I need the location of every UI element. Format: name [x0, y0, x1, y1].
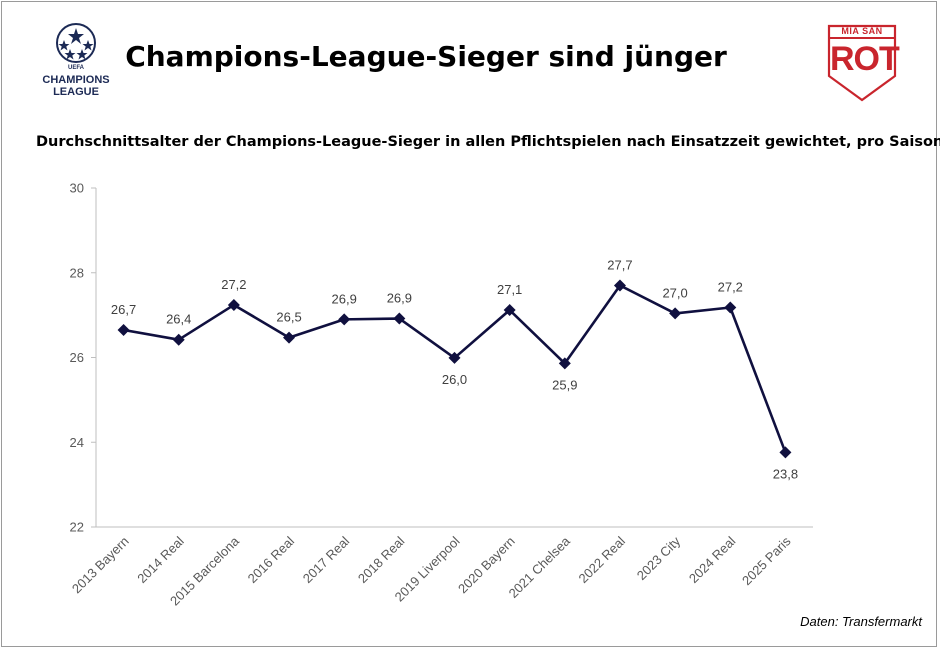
y-tick-label: 24 [70, 435, 84, 450]
rot-text: ROT [830, 40, 900, 78]
x-tick-label: 2024 Real [686, 533, 739, 586]
data-label: 27,2 [718, 279, 743, 294]
champions-league-logo: UEFA CHAMPIONS LEAGUE [34, 22, 118, 104]
x-tick-label: 2014 Real [134, 533, 187, 586]
uefa-text: UEFA [67, 65, 84, 71]
data-point-marker [172, 333, 185, 346]
x-tick-label: 2017 Real [300, 533, 353, 586]
y-tick-label: 22 [70, 520, 84, 535]
x-tick-label: 2018 Real [355, 533, 408, 586]
data-label: 26,5 [276, 310, 301, 325]
data-label: 26,9 [387, 291, 412, 306]
chart-plot-area: 26,7 26,4 27,2 26,5 26,9 26,9 26,0 27,1 25,9 27,7… [111, 257, 798, 481]
y-tick-label: 28 [70, 265, 84, 280]
data-source-note: Daten: Transfermarkt [800, 614, 922, 629]
chart-title: Champions-League-Sieger sind jünger [125, 40, 727, 73]
data-point-marker [724, 301, 737, 314]
data-point-marker [393, 312, 406, 325]
y-tick-label: 26 [70, 350, 84, 365]
data-label: 27,1 [497, 282, 522, 297]
data-point-marker [558, 357, 571, 370]
x-tick-label: 2013 Bayern [69, 534, 132, 597]
data-point-marker [613, 279, 626, 292]
data-label: 26,4 [166, 312, 191, 327]
data-label: 26,0 [442, 372, 467, 387]
y-tick-label: 30 [70, 181, 84, 196]
data-label: 27,7 [607, 257, 632, 272]
league-text: LEAGUE [53, 86, 99, 98]
data-label: 23,8 [773, 466, 798, 481]
data-point-marker [227, 298, 240, 311]
mia-san-text: MIA SAN [841, 26, 883, 36]
series-line [123, 284, 787, 453]
data-point-marker [338, 313, 351, 326]
champions-text: CHAMPIONS [42, 74, 110, 86]
data-label: 26,9 [332, 291, 357, 306]
champions-league-starball-icon [56, 23, 96, 63]
data-point-marker [117, 323, 130, 336]
data-point-marker [283, 331, 296, 344]
data-label: 27,0 [662, 285, 687, 300]
x-tick-label: 2025 Paris [739, 533, 794, 588]
data-label: 25,9 [552, 377, 577, 392]
x-tick-label: 2022 Real [576, 533, 629, 586]
data-point-marker [448, 351, 461, 364]
champions-league-wordmark: CHAMPIONS LEAGUE [34, 74, 118, 98]
x-tick-label: 2023 City [634, 533, 684, 583]
chart-subtitle: Durchschnittsalter der Champions-League-… [36, 134, 940, 150]
mia-san-rot-crest-icon [827, 24, 897, 102]
x-tick-label: 2016 Real [245, 533, 298, 586]
data-point-marker [669, 307, 682, 320]
data-point-marker [503, 304, 516, 317]
data-label: 27,2 [221, 277, 246, 292]
data-label: 26,7 [111, 302, 136, 317]
mia-san-rot-logo: MIA SAN ROT [826, 24, 900, 102]
data-point-marker [779, 446, 792, 459]
